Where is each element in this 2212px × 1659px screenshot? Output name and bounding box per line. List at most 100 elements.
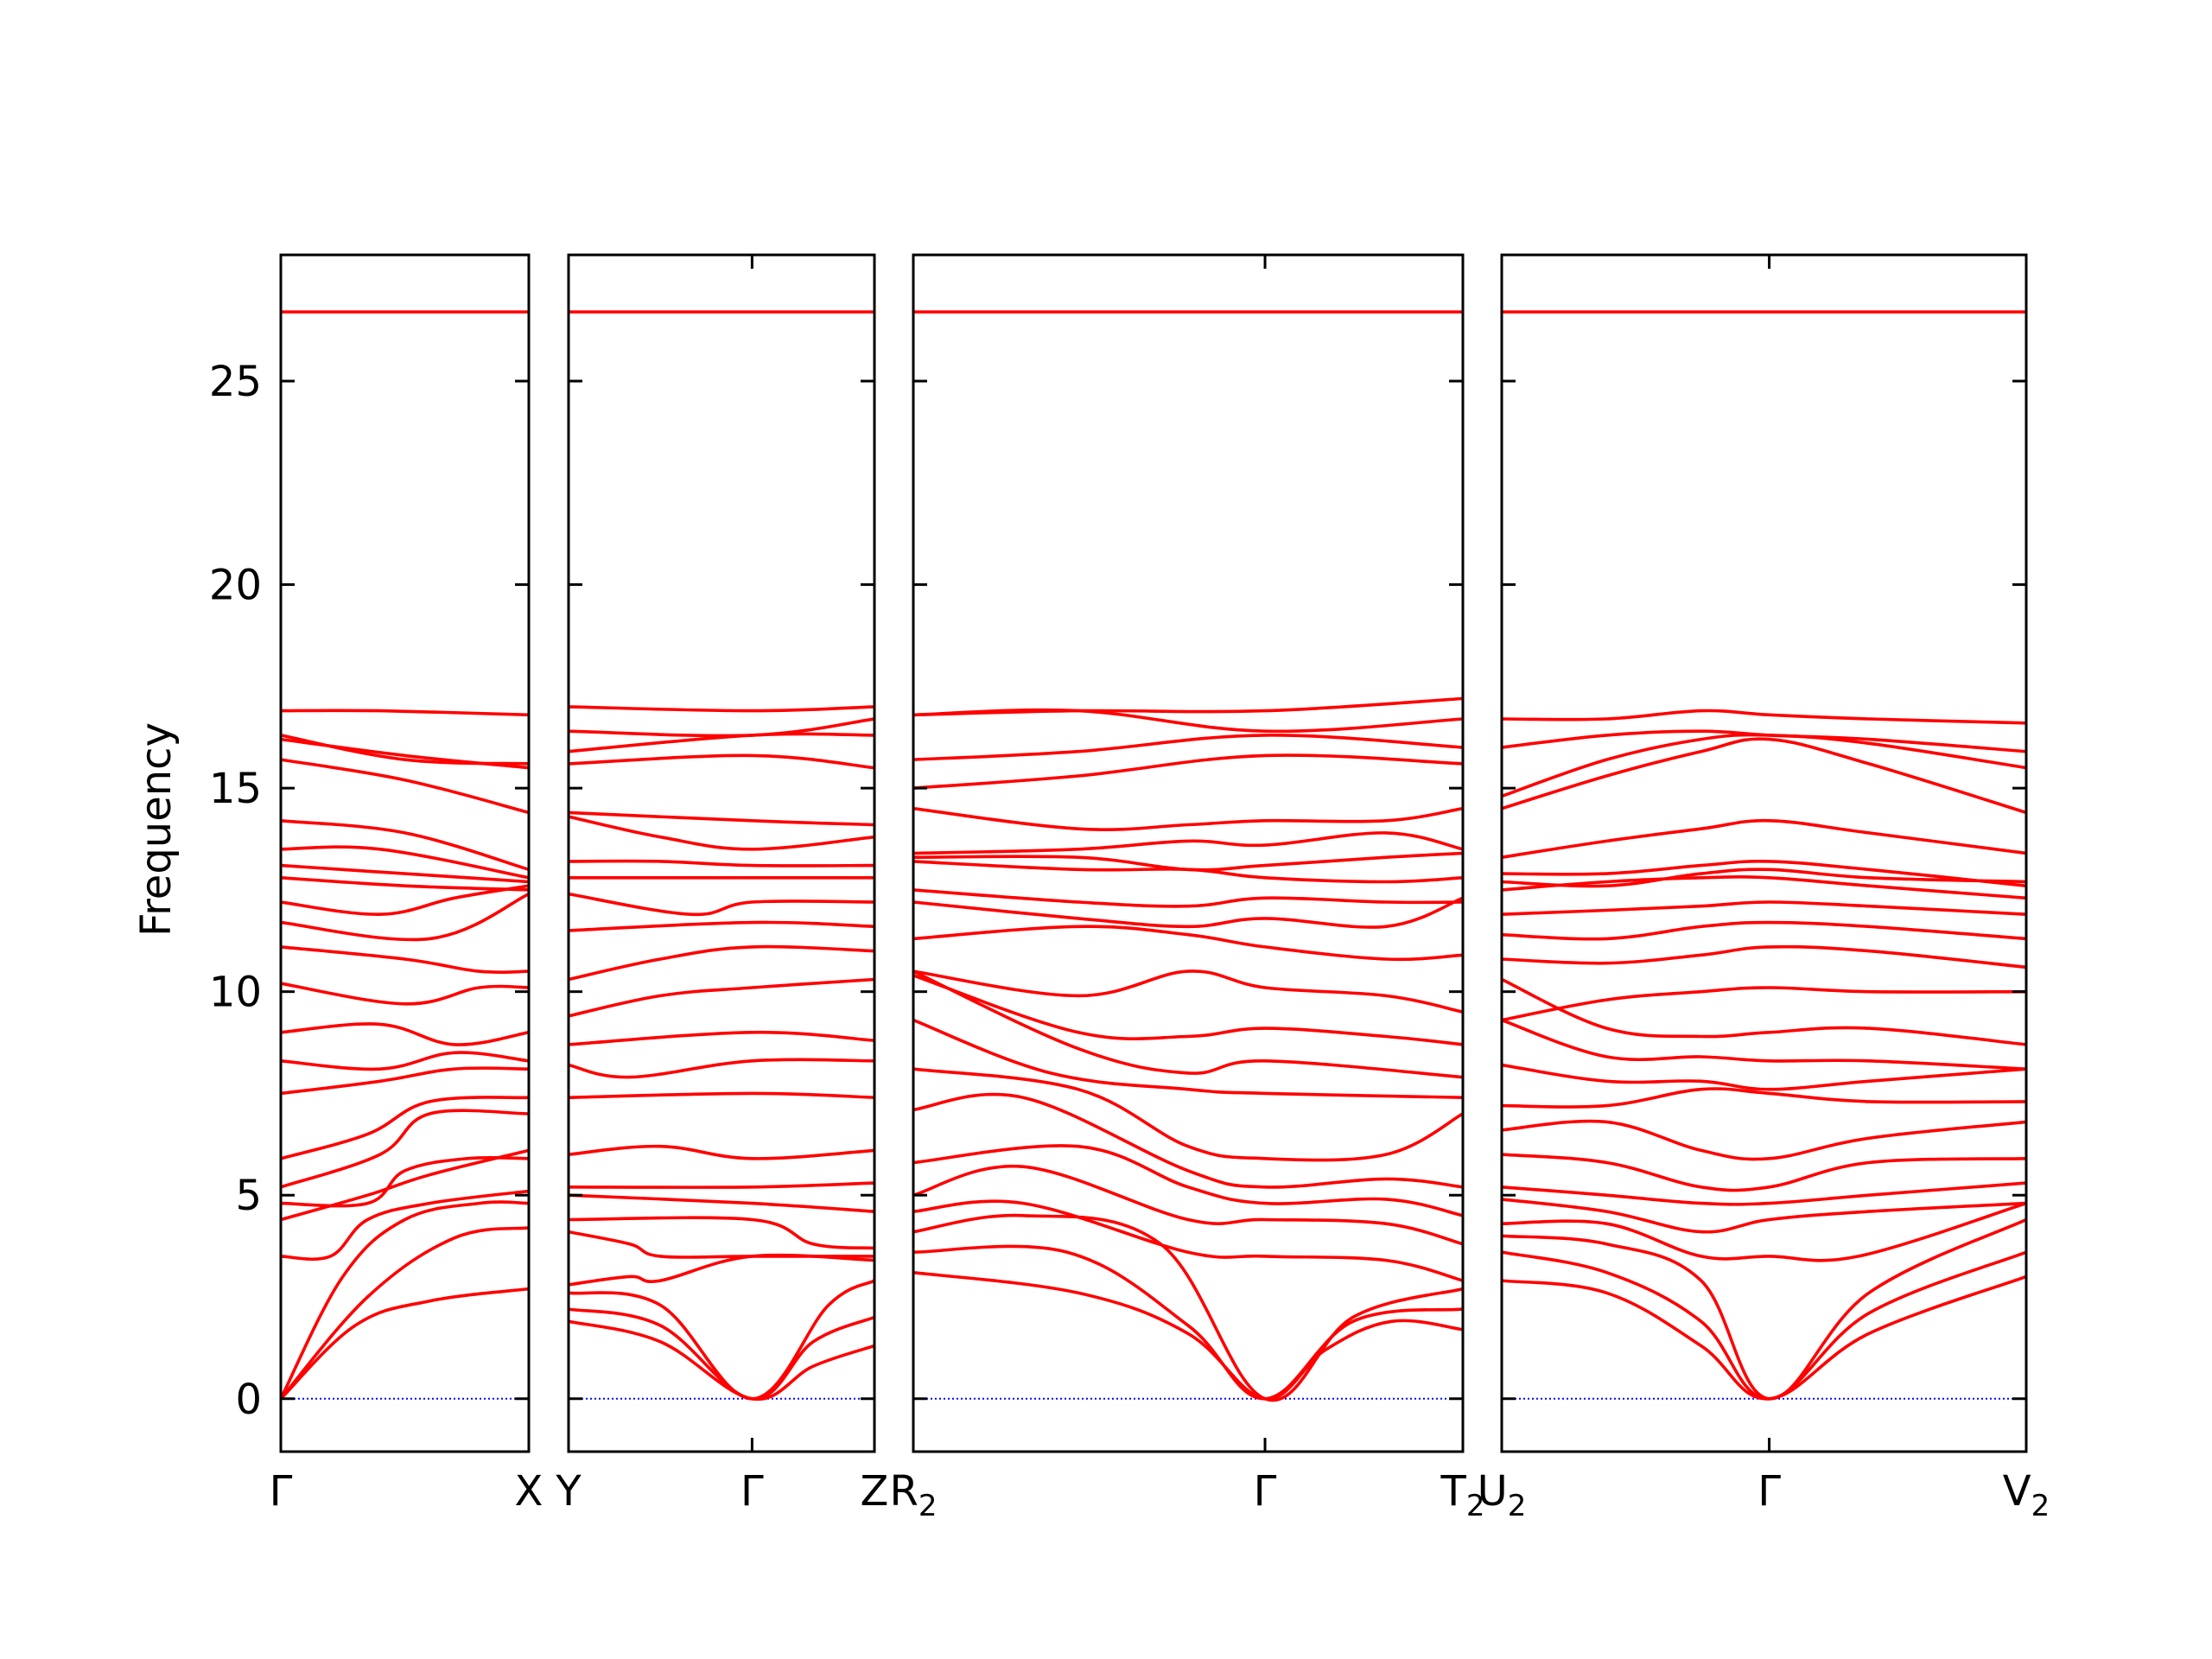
- panels-group: 0 5 10 15 20 25 Γ X Γ Y Z Γ R2 T2 Γ U2 V2: [209, 253, 2050, 1523]
- phonon-band-14: [1502, 944, 2026, 969]
- phonon-band-8: [281, 1096, 529, 1160]
- phonon-band-5: [913, 1164, 1463, 1246]
- y-tick-label: 15: [209, 765, 262, 813]
- phonon-band-8: [1502, 1119, 2026, 1161]
- phonon-band-18: [281, 845, 529, 880]
- phonon-band-11: [1502, 1018, 2026, 1071]
- phonon-band-21: [913, 734, 1463, 761]
- phonon-band-11: [281, 1022, 529, 1046]
- phonon-band-9: [1502, 1087, 2026, 1109]
- phonon-band-15: [569, 920, 874, 932]
- phonon-band-16: [913, 860, 1463, 884]
- phonon-band-16: [281, 876, 529, 892]
- phonon-band-23: [569, 717, 874, 738]
- phonon-band-19: [913, 806, 1463, 831]
- phonon-band-24: [569, 705, 874, 713]
- phonon-band-5: [1502, 1198, 2026, 1234]
- phonon-band-11: [569, 1058, 874, 1079]
- phonon-band-16: [569, 892, 874, 917]
- phonon-band-22: [1502, 733, 2026, 798]
- panel-frame: [567, 253, 876, 1453]
- phonon-band-6: [913, 1144, 1463, 1217]
- phonon-band-11: [913, 974, 1463, 1046]
- phonon-band-9: [913, 1018, 1463, 1099]
- panel-frame: [1500, 253, 2028, 1453]
- x-tick-label-end: X: [515, 1467, 543, 1516]
- phonon-band-24: [1502, 709, 2026, 725]
- band-series-group: [1502, 310, 2026, 1401]
- phonon-band-3: [1502, 1217, 2026, 1401]
- phonon-band-23: [1502, 729, 2026, 753]
- phonon-band-19: [1502, 859, 2026, 887]
- band-series-group: [281, 310, 529, 1401]
- phonon-band-4: [913, 1199, 1463, 1282]
- y-axis-label: Frequency: [132, 722, 181, 937]
- x-tick-label-mid: Γ: [741, 1467, 764, 1516]
- y-tick-label: 20: [209, 562, 262, 610]
- x-tick-label-end: V2: [2003, 1467, 2050, 1523]
- phonon-band-1: [281, 1226, 529, 1401]
- phonon-band-7: [281, 1109, 529, 1189]
- phonon-band-13: [913, 925, 1463, 962]
- phonon-band-8: [569, 1181, 874, 1189]
- phonon-band-20: [281, 758, 529, 815]
- phonon-band-7: [913, 1092, 1463, 1189]
- phonon-band-21: [569, 753, 874, 770]
- phonon-band-15: [281, 884, 529, 917]
- phonon-band-18: [913, 831, 1463, 855]
- phonon-band-16: [1502, 900, 2026, 916]
- phonon-band-12: [1502, 977, 2026, 1046]
- phonon-band-22: [281, 734, 529, 766]
- phonon-band-17: [1502, 875, 2026, 900]
- phonon-band-10: [913, 969, 1463, 1079]
- phonon-band-8: [913, 1067, 1463, 1162]
- phonon-band-7: [1502, 1153, 2026, 1192]
- phonon-band-2: [1502, 1250, 2026, 1401]
- phonon-band-15: [1502, 920, 2026, 941]
- x-tick-label-start: R2: [890, 1467, 938, 1523]
- phonon-band-20: [569, 810, 874, 827]
- phonon-band-2: [913, 1244, 1463, 1401]
- y-tick-label: 5: [235, 1172, 262, 1220]
- x-tick-label-mid: Γ: [1254, 1467, 1277, 1516]
- phonon-band-18: [569, 859, 874, 868]
- y-tick-label: 10: [209, 969, 262, 1017]
- x-tick-label-start: U2: [1478, 1467, 1527, 1523]
- phonon-band-6: [1502, 1181, 2026, 1206]
- y-tick-label: 0: [235, 1376, 262, 1424]
- phonon-band-12: [281, 982, 529, 1006]
- phonon-band-23: [281, 709, 529, 717]
- phonon-band-9: [281, 1066, 529, 1096]
- phonon-band-3: [913, 1213, 1463, 1402]
- phonon-band-6: [281, 1155, 529, 1208]
- phonon-band-13: [569, 977, 874, 1018]
- phonon-band-10: [281, 1051, 529, 1071]
- phonon-band-3: [281, 1200, 529, 1401]
- panel-1: 0 5 10 15 20 25 Γ X: [209, 253, 543, 1516]
- phonon-band-10: [569, 1091, 874, 1099]
- phonon-band-21: [1502, 737, 2026, 815]
- phonon-band-14: [913, 896, 1463, 929]
- phonon-band-19: [569, 815, 874, 851]
- phonon-band-5: [281, 1148, 529, 1222]
- x-tick-label-end: Z: [861, 1467, 889, 1516]
- phonon-band-9: [569, 1144, 874, 1160]
- x-tick-label-end: T2: [1440, 1467, 1485, 1523]
- phonon-band-10: [1502, 1063, 2026, 1091]
- x-tick-label-start: Γ: [270, 1467, 293, 1516]
- phonon-band-4: [1502, 1201, 2026, 1262]
- phonon-band-12: [569, 1030, 874, 1046]
- x-tick-label-mid: Γ: [1758, 1467, 1781, 1516]
- phonon-band-4: [281, 1189, 529, 1262]
- phonon-band-12: [913, 969, 1463, 1014]
- phonon-band-23: [913, 696, 1463, 717]
- phonon-band-14: [281, 892, 529, 942]
- phonon-band-20: [913, 753, 1463, 790]
- phonon-band-5: [569, 1230, 874, 1259]
- phonon-band-17: [913, 851, 1463, 872]
- phonon-band-18: [1502, 868, 2026, 888]
- phonon-band-1: [1502, 1274, 2026, 1401]
- panel-frame: [912, 253, 1465, 1453]
- band-series-group: [569, 310, 874, 1402]
